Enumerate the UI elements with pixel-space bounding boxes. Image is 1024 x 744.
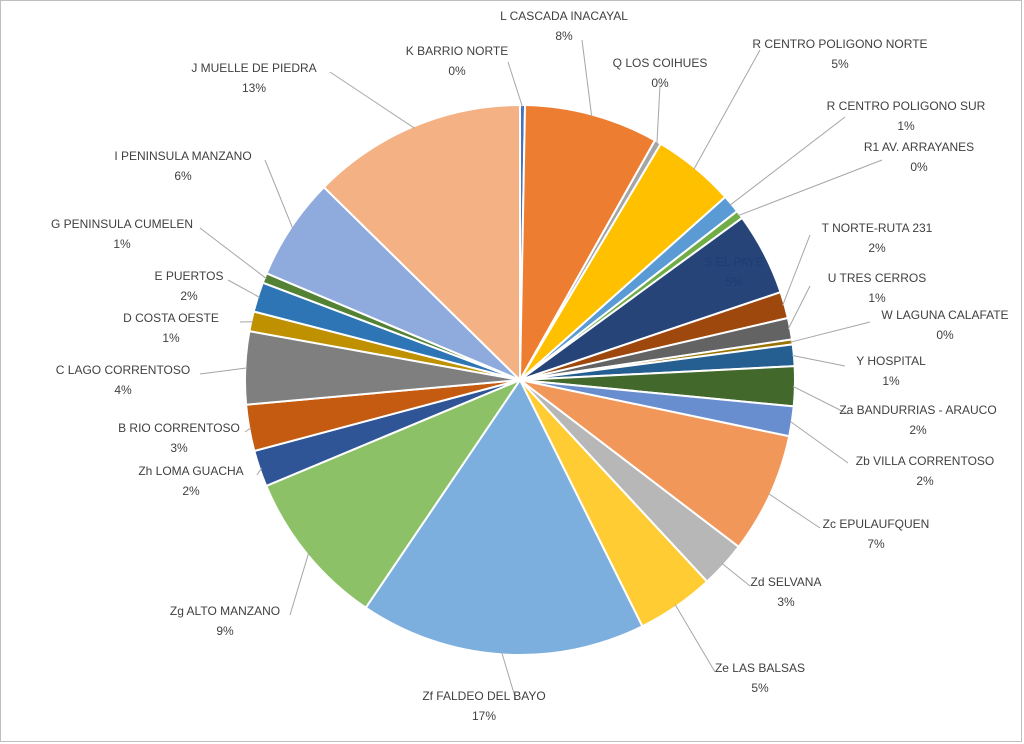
pie-slice <box>264 377 523 610</box>
slice-name-label: E PUERTOS <box>155 269 224 283</box>
slice-percent-label: 2% <box>182 484 200 498</box>
slice-percent-label: 3% <box>170 441 188 455</box>
slices-layer <box>243 103 796 656</box>
pie-slice <box>364 378 644 656</box>
slice-name-label: Ze LAS BALSAS <box>715 661 805 675</box>
slice-percent-label: 0% <box>448 64 466 78</box>
leader-line <box>674 604 716 673</box>
slice-name-label: Zf FALDEO DEL BAYO <box>422 689 545 703</box>
leader-line <box>244 427 252 433</box>
leader-line <box>787 285 811 330</box>
slice-percent-label: 3% <box>777 595 795 609</box>
slice-name-label: Zc EPULAUFQUEN <box>823 517 930 531</box>
slice-name-label: R CENTRO POLIGONO SUR <box>827 99 986 113</box>
slice-name-label: K BARRIO NORTE <box>406 44 508 58</box>
slice-percent-label: 13% <box>242 81 266 95</box>
slice-percent-label: 5% <box>831 57 849 71</box>
leaders-layer <box>199 39 883 701</box>
slice-name-label: R CENTRO POLIGONO NORTE <box>752 37 927 51</box>
leader-line <box>693 49 761 170</box>
slice-percent-label: 8% <box>555 29 573 43</box>
leader-line <box>264 159 294 229</box>
slice-percent-label: 2% <box>916 474 934 488</box>
slice-percent-label: 7% <box>867 537 885 551</box>
leader-line <box>721 563 751 587</box>
slice-percent-label: 0% <box>910 160 928 174</box>
leader-line <box>789 420 849 464</box>
slice-percent-label: 1% <box>113 237 131 251</box>
slice-percent-label: 1% <box>897 119 915 133</box>
slice-name-label: I PENINSULA MANZANO <box>114 149 251 163</box>
leader-line <box>289 552 310 616</box>
slice-percent-label: 1% <box>868 291 886 305</box>
slice-percent-label: 17% <box>472 709 496 723</box>
slice-name-label: Za BANDURRIAS - ARAUCO <box>839 403 996 417</box>
leader-line <box>782 234 811 306</box>
leader-line <box>256 467 263 476</box>
slice-name-label: S EL PAYE <box>704 255 763 269</box>
leader-line <box>581 39 593 117</box>
slice-percent-label: 9% <box>216 624 234 638</box>
slice-percent-label: 5% <box>725 275 743 289</box>
slice-percent-label: 2% <box>868 241 886 255</box>
pie-slice <box>519 104 657 381</box>
slice-name-label: U TRES CERROS <box>828 271 926 285</box>
leader-line <box>199 367 248 375</box>
slice-percent-label: 5% <box>751 681 769 695</box>
slice-name-label: T NORTE-RUTA 231 <box>822 221 933 235</box>
slice-percent-label: 2% <box>180 289 198 303</box>
slice-name-label: Zg ALTO MANZANO <box>170 604 280 618</box>
slice-percent-label: 1% <box>162 331 180 345</box>
slice-name-label: C LAGO CORRENTOSO <box>56 363 190 377</box>
slice-name-label: L CASCADA INACAYAL <box>500 9 628 23</box>
slice-percent-label: 2% <box>909 423 927 437</box>
leader-line <box>329 71 415 129</box>
pie-slice <box>322 103 521 383</box>
slice-percent-label: 1% <box>882 374 900 388</box>
slice-name-label: D COSTA OESTE <box>123 311 219 325</box>
leader-line <box>199 227 267 280</box>
labels-layer: K BARRIO NORTE 0% L CASCADA INACAYAL 8% Q LO… <box>51 9 1009 723</box>
leader-line <box>790 321 871 343</box>
slice-name-label: B RIO CORRENTOSO <box>118 421 240 435</box>
slice-name-label: W LAGUNA CALAFATE <box>881 308 1008 322</box>
leader-line <box>507 61 523 108</box>
leader-line <box>791 354 846 367</box>
slice-percent-label: 6% <box>174 169 192 183</box>
leader-line <box>729 116 846 206</box>
slice-name-label: J MUELLE DE PIEDRA <box>191 61 316 75</box>
slice-name-label: R1 AV. ARRAYANES <box>864 140 974 154</box>
slice-percent-label: 0% <box>936 328 954 342</box>
slice-name-label: Zh LOMA GUACHA <box>138 464 243 478</box>
leader-line <box>792 385 849 415</box>
leader-line <box>227 279 261 298</box>
slice-name-label: Zb VILLA CORRENTOSO <box>856 454 995 468</box>
slice-name-label: G PENINSULA CUMELEN <box>51 217 193 231</box>
leader-line <box>656 84 661 144</box>
leader-line <box>768 493 821 529</box>
slice-name-label: Q LOS COIHUES <box>613 56 708 70</box>
leader-line <box>737 159 883 217</box>
leader-line <box>501 652 517 701</box>
slice-name-label: Zd SELVANA <box>751 575 822 589</box>
slice-name-label: Y HOSPITAL <box>856 354 926 368</box>
slice-percent-label: 4% <box>114 383 132 397</box>
slice-percent-label: 0% <box>651 76 669 90</box>
